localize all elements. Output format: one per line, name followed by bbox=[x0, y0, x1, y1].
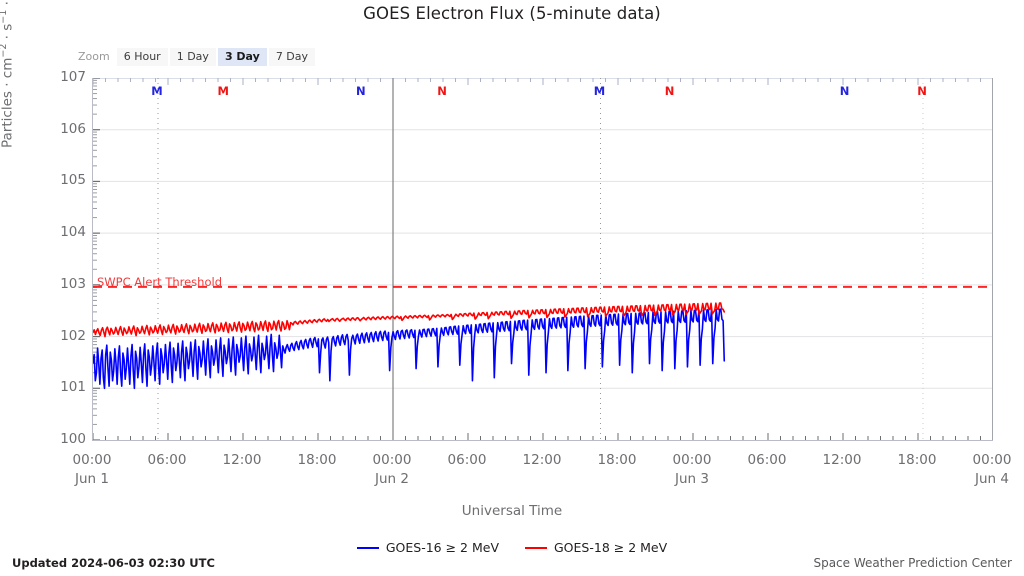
zoom-button-6-hour[interactable]: 6 Hour bbox=[115, 47, 169, 67]
alert-threshold-label: SWPC Alert Threshold bbox=[97, 275, 222, 289]
y-axis-title: Particles · cm−2 · s−1 · sr−1 bbox=[0, 0, 16, 148]
chart-legend: GOES-16 ≥ 2 MeV GOES-18 ≥ 2 MeV bbox=[0, 540, 1024, 555]
zoom-button-1-day[interactable]: 1 Day bbox=[168, 47, 217, 67]
zoom-control-label: Zoom bbox=[78, 50, 110, 63]
event-marker-n: N bbox=[664, 84, 675, 98]
x-tick-date-label: Jun 3 bbox=[675, 471, 709, 487]
x-tick-label: 18:00 bbox=[897, 452, 937, 468]
zoom-button-7-day[interactable]: 7 Day bbox=[267, 47, 317, 67]
x-tick-date-label: Jun 4 bbox=[975, 471, 1009, 487]
y-tick-label: 106 bbox=[60, 120, 86, 137]
x-tick-label: 12:00 bbox=[222, 452, 262, 468]
data-series-line bbox=[93, 302, 726, 338]
y-tick-label: 100 bbox=[60, 431, 86, 447]
legend-item[interactable]: GOES-16 ≥ 2 MeV bbox=[356, 540, 499, 555]
x-axis-title: Universal Time bbox=[461, 503, 563, 519]
zoom-button-3-day[interactable]: 3 Day bbox=[216, 47, 268, 67]
y-tick-label: 103 bbox=[60, 275, 86, 292]
x-tick-label: 18:00 bbox=[597, 452, 637, 468]
legend-color-swatch bbox=[525, 546, 547, 549]
event-marker-n: N bbox=[839, 84, 850, 98]
source-attribution: Space Weather Prediction Center bbox=[813, 556, 1012, 570]
zoom-button-group: 6 Hour 1 Day 3 Day 7 Day bbox=[115, 47, 317, 67]
plot-area bbox=[92, 78, 993, 441]
y-tick-label: 102 bbox=[60, 327, 86, 344]
legend-item[interactable]: GOES-18 ≥ 2 MeV bbox=[525, 540, 667, 555]
x-tick-label: 06:00 bbox=[147, 452, 187, 468]
legend-label: GOES-18 ≥ 2 MeV bbox=[554, 540, 668, 555]
event-marker-n: N bbox=[917, 84, 927, 98]
legend-label: GOES-16 ≥ 2 MeV bbox=[385, 540, 499, 555]
x-tick-label: 06:00 bbox=[447, 452, 487, 468]
updated-timestamp: Updated 2024-06-03 02:30 UTC bbox=[12, 556, 215, 570]
data-series-line bbox=[93, 308, 726, 390]
event-marker-n: N bbox=[355, 84, 366, 98]
x-tick-label: 00:00 bbox=[672, 452, 712, 468]
x-tick-date-label: Jun 2 bbox=[375, 471, 409, 487]
x-tick-label: 12:00 bbox=[822, 452, 862, 468]
x-tick-label: 06:00 bbox=[747, 452, 787, 468]
plot-svg bbox=[93, 78, 993, 440]
page-title: GOES Electron Flux (5-minute data) bbox=[363, 4, 661, 23]
x-tick-label: 00:00 bbox=[372, 452, 412, 468]
y-tick-label: 107 bbox=[60, 69, 86, 85]
x-tick-label: 00:00 bbox=[72, 452, 112, 468]
event-marker-m: M bbox=[217, 84, 229, 98]
x-tick-label: 18:00 bbox=[297, 452, 337, 468]
zoom-control: Zoom 6 Hour 1 Day 3 Day 7 Day bbox=[78, 47, 317, 67]
y-tick-label: 104 bbox=[60, 224, 86, 241]
event-marker-m: M bbox=[593, 84, 606, 98]
x-tick-label: 12:00 bbox=[522, 452, 562, 468]
legend-color-swatch bbox=[356, 546, 379, 549]
x-tick-date-label: Jun 1 bbox=[75, 471, 109, 487]
event-marker-n: N bbox=[437, 84, 447, 98]
y-tick-label: 105 bbox=[60, 172, 86, 189]
event-marker-m: M bbox=[151, 84, 163, 98]
y-tick-label: 101 bbox=[60, 379, 86, 396]
x-tick-label: 00:00 bbox=[972, 452, 1012, 468]
